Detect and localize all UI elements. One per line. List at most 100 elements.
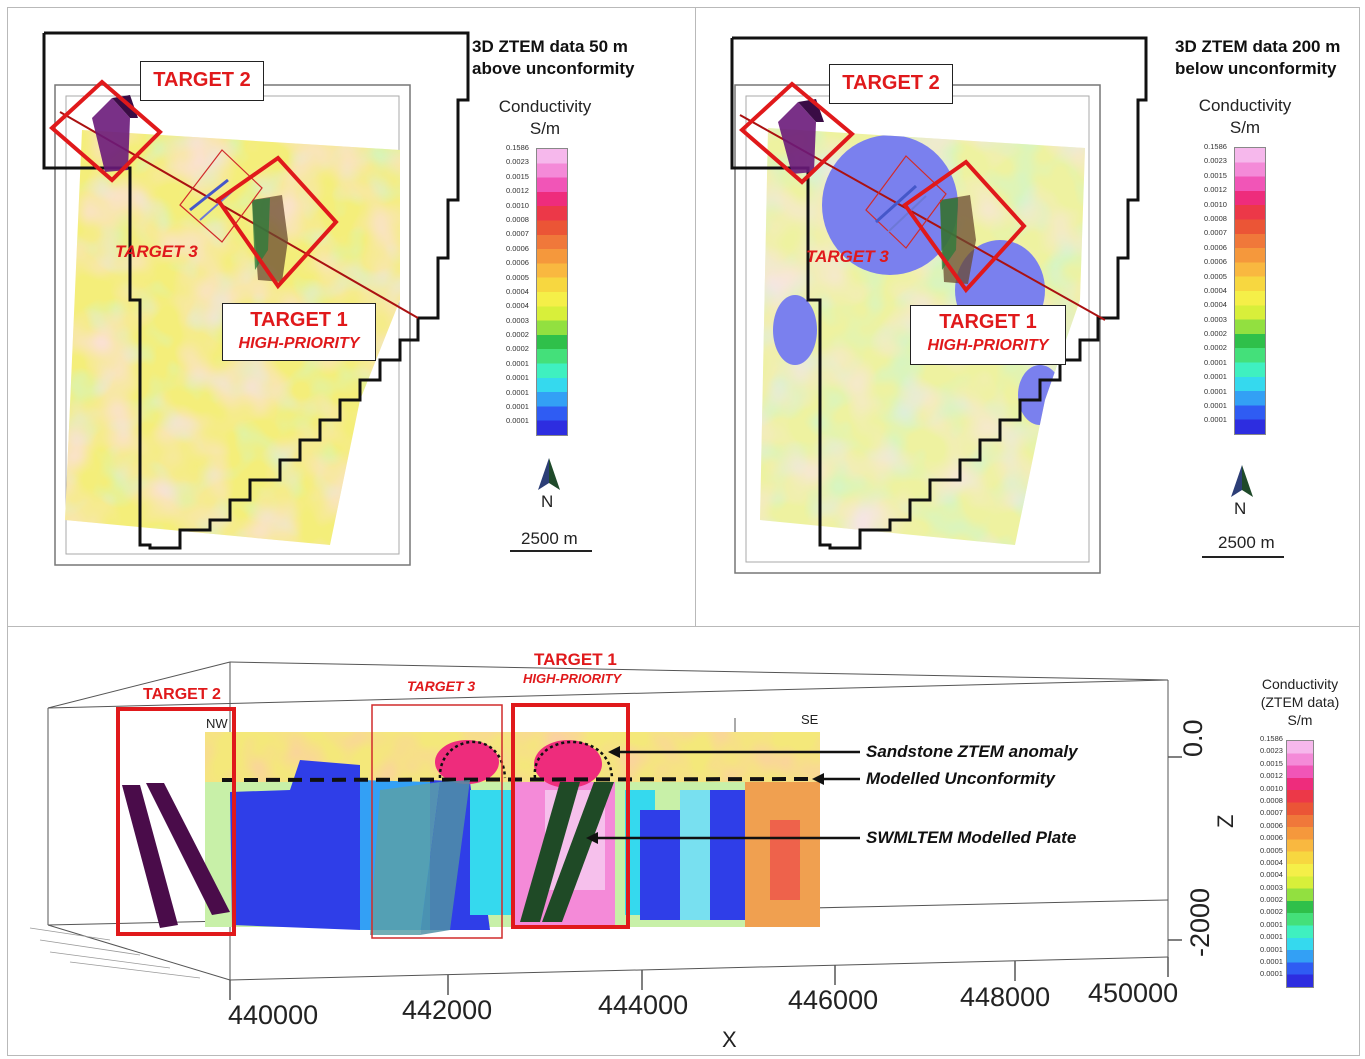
- legend-tick-label: 0.0002: [1204, 343, 1227, 353]
- property-boundary: [42, 31, 470, 550]
- map-title-line1: 3D ZTEM data 50 m: [472, 37, 628, 56]
- target1-sublabel: HIGH-PRIORITY: [238, 335, 360, 352]
- target1-section-sublabel: HIGH-PRIORITY: [523, 671, 622, 686]
- section-legend-colorbar: [1286, 740, 1314, 988]
- z-tick-minus2000: -2000: [1185, 887, 1215, 957]
- scale-bar-label-2: 2500 m: [1218, 533, 1275, 552]
- legend-tick-label: 0.0001: [506, 416, 529, 426]
- target1-sublabel-2: HIGH-PRIORITY: [927, 337, 1049, 354]
- annotation-unconformity: Modelled Unconformity: [866, 769, 1055, 788]
- target1-label-2: TARGET 1: [939, 311, 1037, 333]
- legend-tick-label: 0.0015: [506, 171, 529, 181]
- legend-tick-labels: 0.1586 0.0023 0.0015 0.0012 0.0010 0.0008 0.00…: [506, 141, 529, 429]
- legend-tick-label: 0.0001: [1260, 969, 1283, 979]
- legend-tick-label: 0.0004: [1204, 285, 1227, 295]
- legend-tick-label: 0.0002: [1260, 895, 1283, 905]
- legend-tick-label: 0.0002: [1204, 329, 1227, 339]
- annotation-plate: SWMLTEM Modelled Plate: [866, 828, 1077, 847]
- legend-tick-label: 0.0001: [506, 387, 529, 397]
- target1-callout-2: TARGET 1 HIGH-PRIORITY: [910, 305, 1066, 365]
- x-tick-442000: 442000: [402, 995, 493, 1025]
- target2-label-2: TARGET 2: [842, 72, 940, 94]
- target3-label-2: TARGET 3: [806, 247, 889, 266]
- legend-tick-label: 0.0010: [1204, 199, 1227, 209]
- legend-tick-label: 0.0006: [1204, 257, 1227, 267]
- legend-tick-label: 0.0006: [506, 258, 529, 268]
- section-legend-tick-labels: 0.1586 0.0023 0.0015 0.0012 0.0010 0.0008 0.00…: [1260, 733, 1283, 981]
- x-axis-label: X: [722, 1027, 737, 1052]
- legend-tick-label: 0.0023: [1260, 746, 1283, 756]
- legend-tick-label: 0.0002: [506, 344, 529, 354]
- legend-tick-label: 0.0004: [1260, 870, 1283, 880]
- legend-tick-label: 0.0023: [1204, 156, 1227, 166]
- north-label-2: N: [1234, 499, 1247, 518]
- legend-tick-label: 0.0006: [506, 243, 529, 253]
- legend-tick-label: 0.0004: [1204, 300, 1227, 310]
- legend-tick-label: 0.0001: [1204, 372, 1227, 382]
- legend-tick-label: 0.0001: [506, 373, 529, 383]
- section-legend-line3: S/m: [1287, 712, 1313, 728]
- annotation-arrows: [586, 746, 860, 844]
- legend-tick-label: 0.0001: [1260, 932, 1283, 942]
- legend-tick-label: 0.0007: [1260, 808, 1283, 818]
- legend-tick-label: 0.0023: [506, 157, 529, 167]
- z-axis: [1168, 756, 1182, 941]
- target2-plate: [92, 98, 130, 172]
- legend-tick-label: 0.0002: [1260, 907, 1283, 917]
- legend-tick-label: 0.0001: [506, 402, 529, 412]
- map-title-2-line1: 3D ZTEM data 200 m: [1175, 37, 1341, 56]
- legend-tick-label: 0.0012: [1260, 771, 1283, 781]
- section-legend-line2: (ZTEM data): [1260, 694, 1340, 710]
- x-tick-440000: 440000: [228, 1000, 319, 1030]
- legend-tick-label: 0.0001: [1204, 401, 1227, 411]
- legend-tick-label: 0.0001: [1260, 944, 1283, 954]
- x-tick-446000: 446000: [788, 985, 879, 1015]
- map-title-2-line2: below unconformity: [1175, 59, 1337, 78]
- legend-tick-label: 0.0001: [1204, 415, 1227, 425]
- map-title-2: 3D ZTEM data 200 m below unconformity: [1175, 36, 1355, 80]
- nw-label: NW: [206, 716, 228, 731]
- target2-section-plates: [122, 785, 178, 928]
- north-arrow-icon-2: [1231, 465, 1253, 497]
- scale-bar-label: 2500 m: [521, 529, 578, 548]
- target3-section-label: TARGET 3: [407, 678, 476, 694]
- legend-title: Conductivity S/m: [490, 96, 600, 140]
- conductivity-map-200m: [730, 36, 1148, 574]
- legend-tick-labels-2: 0.1586 0.0023 0.0015 0.0012 0.0010 0.0008 0.00…: [1204, 140, 1227, 428]
- target2-box: [48, 79, 163, 183]
- target3-section-box: [371, 704, 503, 939]
- legend-tick-label: 0.0012: [506, 186, 529, 196]
- target1-box: [215, 155, 339, 290]
- target2-callout: TARGET 2: [140, 61, 264, 101]
- legend-tick-label: 0.0008: [506, 214, 529, 224]
- legend-colorbar: [536, 148, 568, 436]
- se-label: SE: [801, 712, 819, 727]
- x-tick-450000: 450000: [1088, 978, 1179, 1008]
- legend-tick-label: 0.0015: [1204, 170, 1227, 180]
- x-axis: [229, 957, 1169, 1000]
- section-legend-title: Conductivity (ZTEM data) S/m: [1250, 675, 1350, 729]
- modelled-unconformity-line: [221, 777, 821, 782]
- x-tick-448000: 448000: [960, 982, 1051, 1012]
- z-tick-0: 0.0: [1178, 719, 1208, 757]
- legend-tick-label: 0.1586: [1204, 142, 1227, 151]
- map-panel-above-unconformity: 3D ZTEM data 50 m above unconformity TAR…: [0, 0, 696, 627]
- legend-tick-label: 0.0006: [1260, 833, 1283, 843]
- legend-title-line2: S/m: [529, 119, 561, 138]
- target2-section-label: TARGET 2: [143, 686, 221, 703]
- target3-box: [179, 149, 263, 243]
- legend-tick-label: 0.0001: [1204, 357, 1227, 367]
- target1-section-label: TARGET 1: [534, 650, 617, 669]
- scale-bar-2: [1202, 556, 1284, 558]
- legend-tick-label: 0.0006: [1260, 820, 1283, 830]
- legend-title-2: Conductivity S/m: [1190, 95, 1300, 139]
- legend-tick-label: 0.0007: [506, 229, 529, 239]
- panel-frame-bottom: [7, 626, 1360, 1056]
- legend-tick-label: 0.0007: [1204, 228, 1227, 238]
- legend-tick-label: 0.0003: [1204, 314, 1227, 324]
- legend-tick-label: 0.0001: [1260, 919, 1283, 929]
- target2-callout-2: TARGET 2: [829, 64, 953, 104]
- scale-bar: [510, 550, 592, 552]
